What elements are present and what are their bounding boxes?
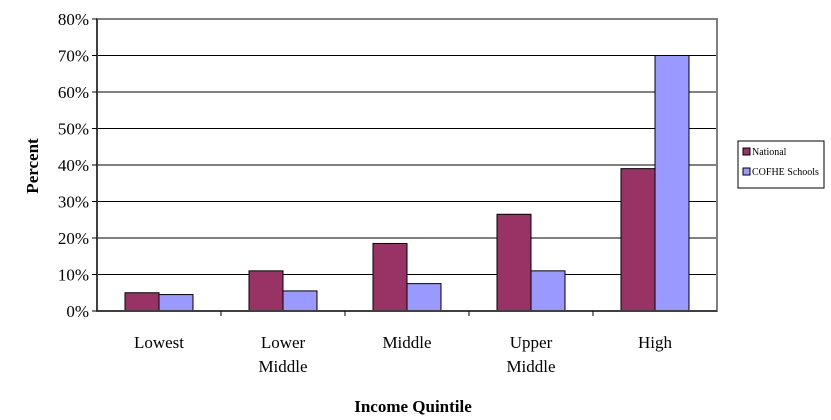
y-tick-label: 50% xyxy=(58,120,89,139)
gridlines xyxy=(97,55,717,275)
bar-national xyxy=(124,292,160,312)
bar-cofhe-schools xyxy=(406,283,442,312)
y-tick-label: 40% xyxy=(58,156,89,175)
y-tick-label: 30% xyxy=(58,193,89,212)
x-tick-label: Lowest xyxy=(134,333,184,352)
y-tick-label: 10% xyxy=(58,266,89,285)
bars xyxy=(124,55,690,312)
x-tick-label: Lower xyxy=(261,333,306,352)
legend-swatch xyxy=(742,147,751,156)
x-tick-label: Middle xyxy=(382,333,431,352)
y-tick-label: 60% xyxy=(58,83,89,102)
y-axis-title: Percent xyxy=(23,138,42,194)
bar-national xyxy=(496,213,532,312)
bar-national xyxy=(372,242,408,312)
x-tick-label: Middle xyxy=(258,357,307,376)
bar-cofhe-schools xyxy=(530,270,566,312)
axes xyxy=(92,18,718,316)
bar-national xyxy=(620,168,656,312)
legend-box xyxy=(737,140,825,189)
y-tick-label: 70% xyxy=(58,47,89,66)
y-tick-labels: 0% 10% 20% 30% 40% 50% 60% 70% 80% xyxy=(58,10,89,321)
x-tick-label: Middle xyxy=(506,357,555,376)
x-tick-label: High xyxy=(638,333,673,352)
legend-label: National xyxy=(752,147,787,158)
x-axis-title: Income Quintile xyxy=(354,397,472,416)
legend-label: COFHE Schools xyxy=(752,167,819,178)
legend: National COFHE Schools xyxy=(737,140,825,189)
bar-cofhe-schools xyxy=(654,55,690,312)
legend-swatch xyxy=(742,167,751,176)
y-tick-label: 20% xyxy=(58,229,89,248)
bar-cofhe-schools xyxy=(158,294,194,312)
x-tick-label: Upper xyxy=(510,333,553,352)
y-tick-label: 80% xyxy=(58,10,89,29)
bar-cofhe-schools xyxy=(282,290,318,312)
x-tick-labels: Lowest Lower Middle Middle Upper Middle High xyxy=(134,333,673,376)
bar-national xyxy=(248,270,284,312)
y-tick-label: 0% xyxy=(66,302,89,321)
